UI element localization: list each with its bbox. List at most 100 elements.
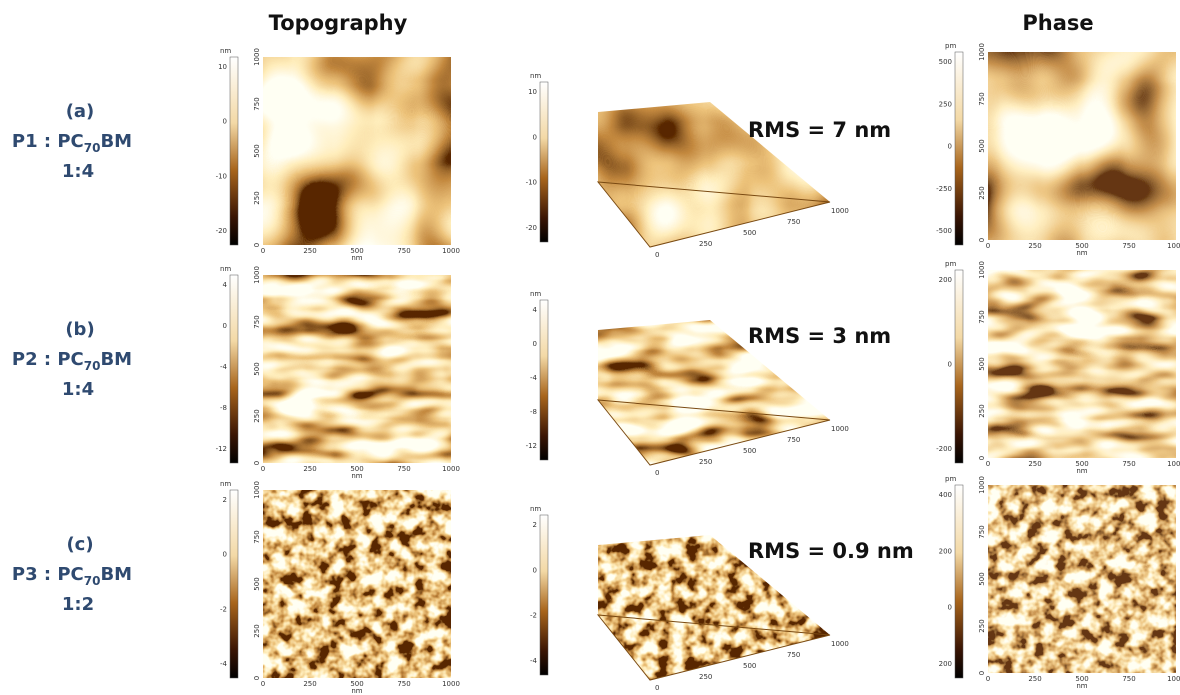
y-tick-label: 500 [978, 357, 986, 370]
colorbar-tick: 200 [939, 276, 952, 284]
rms-label: RMS = 0.9 nm [748, 539, 914, 563]
sample-prefix: P1 : PC [12, 131, 84, 152]
colorbar-tick: -12 [216, 445, 227, 453]
colorbar [230, 57, 238, 245]
colorbar [955, 270, 963, 463]
axis-unit: nm [351, 687, 362, 695]
3d-tick: 250 [699, 673, 712, 681]
y-tick-label: 250 [253, 191, 261, 204]
phase-image [988, 270, 1176, 458]
rms-label: RMS = 7 nm [748, 118, 891, 142]
topography-header: Topography [269, 11, 408, 35]
topography-image [263, 275, 451, 463]
3d-tick: 1000 [831, 640, 849, 648]
colorbar-tick: 2 [223, 496, 227, 504]
3d-tick: 750 [787, 218, 800, 226]
y-tick-label: 750 [253, 315, 261, 328]
colorbar [955, 52, 963, 245]
colorbar-tick: -20 [526, 224, 537, 232]
colorbar-tick: 250 [939, 100, 952, 108]
y-tick-label: 500 [978, 572, 986, 585]
y-tick-label: 750 [978, 525, 986, 538]
colorbar-tick: 500 [939, 58, 952, 66]
colorbar-tick: -200 [936, 445, 952, 453]
sample-label: P3 : PC70BM [12, 564, 132, 588]
colorbar-tick: 0 [533, 566, 537, 574]
phase-image [988, 52, 1176, 240]
y-tick-label: 1000 [253, 481, 261, 499]
y-tick-label: 0 [253, 461, 261, 465]
phase-image [988, 485, 1176, 673]
topography-image [263, 490, 451, 678]
x-tick-label: 750 [397, 680, 410, 688]
topography-image [263, 57, 451, 245]
x-tick-label: 0 [261, 247, 265, 255]
x-tick-label: 1000 [442, 247, 460, 255]
3d-tick: 0 [655, 469, 659, 477]
colorbar-tick: 0 [223, 551, 227, 559]
colorbar-tick: 0 [223, 322, 227, 330]
ratio: 1:2 [62, 594, 94, 615]
x-tick-label: 250 [1028, 460, 1041, 468]
colorbar-tick: -2 [220, 605, 227, 613]
colorbar [230, 275, 238, 463]
axis-unit: nm [1076, 682, 1087, 690]
colorbar-unit: pm [945, 475, 956, 483]
sample-sub: 70 [84, 359, 101, 373]
y-tick-label: 500 [253, 362, 261, 375]
y-tick-label: 1000 [978, 43, 986, 61]
colorbar [230, 490, 238, 678]
colorbar-unit: nm [220, 47, 231, 55]
3d-tick: 500 [743, 229, 756, 237]
sample-label: P1 : PC70BM [12, 131, 132, 155]
y-tick-label: 1000 [978, 476, 986, 494]
colorbar [540, 300, 548, 460]
colorbar [540, 82, 548, 242]
y-tick-label: 1000 [978, 261, 986, 279]
y-tick-label: 1000 [253, 48, 261, 66]
sample-label: P2 : PC70BM [12, 349, 132, 373]
3d-tick: 500 [743, 447, 756, 455]
colorbar-unit: nm [530, 505, 541, 513]
axis-unit: nm [1076, 249, 1087, 257]
figure: Topography Phase (a)P1 : PC70BM1:4nm100-… [0, 0, 1180, 695]
colorbar-unit: nm [220, 265, 231, 273]
colorbar-tick: 10 [528, 88, 537, 96]
colorbar-tick: -2 [530, 612, 537, 620]
sample-prefix: P3 : PC [12, 564, 84, 585]
y-tick-label: 250 [978, 186, 986, 199]
row-id: (a) [66, 101, 95, 122]
colorbar-tick: 200 [939, 660, 952, 668]
colorbar-tick: 0 [948, 604, 952, 612]
colorbar-tick: -500 [936, 227, 952, 235]
colorbar-unit: nm [530, 72, 541, 80]
colorbar [540, 515, 548, 675]
y-tick-label: 750 [253, 530, 261, 543]
colorbar-tick: 2 [533, 521, 537, 529]
rms-label: RMS = 3 nm [748, 324, 891, 348]
colorbar-tick: 0 [948, 361, 952, 369]
y-tick-label: 500 [253, 577, 261, 590]
y-tick-label: 750 [253, 97, 261, 110]
y-tick-label: 750 [978, 310, 986, 323]
colorbar-tick: -8 [530, 408, 537, 416]
x-tick-label: 0 [261, 465, 265, 473]
3d-tick: 750 [787, 651, 800, 659]
x-tick-label: 0 [986, 460, 990, 468]
y-tick-label: 500 [253, 144, 261, 157]
colorbar-unit: nm [530, 290, 541, 298]
y-tick-label: 0 [978, 671, 986, 675]
x-tick-label: 0 [261, 680, 265, 688]
colorbar-tick: 4 [533, 306, 538, 314]
colorbar-tick: -12 [526, 442, 537, 450]
colorbar-tick: -20 [216, 227, 227, 235]
phase-header: Phase [1022, 11, 1093, 35]
3d-tick: 1000 [831, 207, 849, 215]
colorbar-tick: -4 [530, 374, 538, 382]
y-tick-label: 0 [253, 676, 261, 680]
3d-tick: 500 [743, 662, 756, 670]
y-tick-label: 250 [978, 404, 986, 417]
colorbar-tick: -4 [220, 363, 228, 371]
y-tick-label: 250 [978, 619, 986, 632]
colorbar-tick: -8 [220, 404, 227, 412]
